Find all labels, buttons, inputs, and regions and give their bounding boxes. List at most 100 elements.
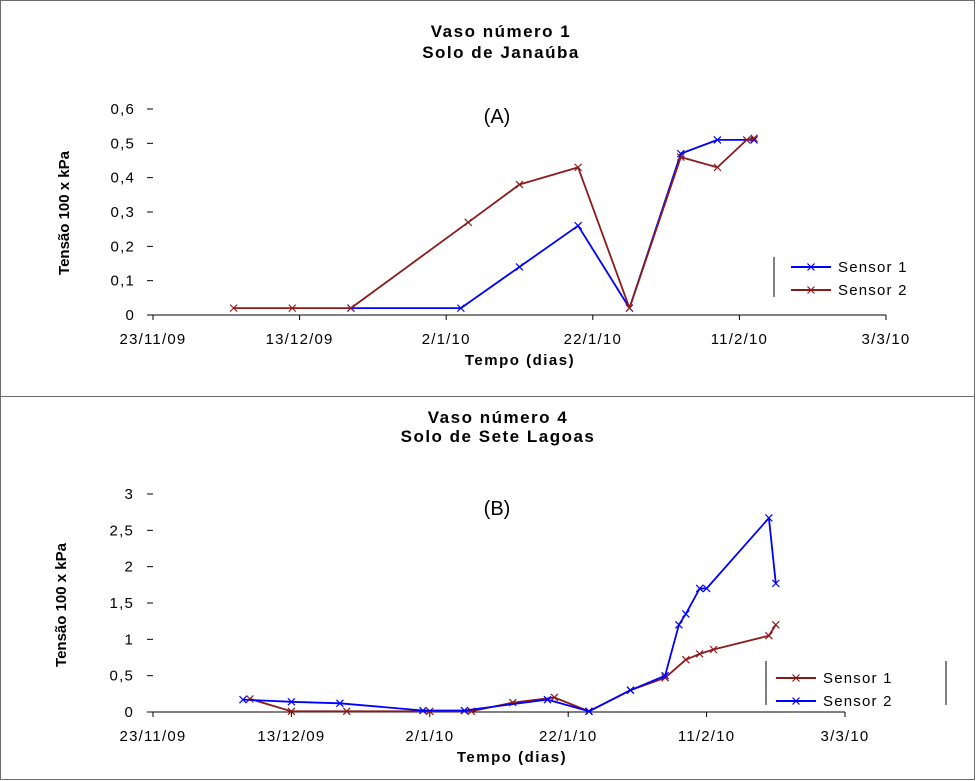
chart-b-legend-label: Sensor 2 <box>823 693 893 710</box>
chart-a-data-point <box>288 304 297 313</box>
chart-a-title: Vaso número 1 <box>431 22 571 41</box>
chart-b-data-point <box>239 695 247 704</box>
chart-b-data-point <box>626 686 635 695</box>
chart-b-data-point <box>335 699 344 708</box>
chart-a-data-point <box>625 304 634 313</box>
chart-b-panel-label: (B) <box>484 498 511 520</box>
chart-a-data-point <box>713 135 722 144</box>
chart-b-y-tick-label: 0,5 <box>110 668 134 685</box>
chart-b-y-tick-label: 2,5 <box>110 522 134 539</box>
chart-a-axes: 0 0,1 0,2 0,3 0,4 0,5 0,6 23/11/09 13/12/09 2/1/1… <box>111 101 911 348</box>
chart-a-series-1 <box>346 135 758 313</box>
chart-a-data-point <box>676 149 685 158</box>
chart-b-data-point <box>695 649 704 658</box>
chart-b-title: Vaso número 4 <box>428 408 568 427</box>
chart-a-series-line <box>233 137 755 310</box>
chart-b-data-point <box>585 707 593 716</box>
chart-a-data-point <box>515 263 524 271</box>
chart-b-x-tick-label: 3/3/10 <box>821 728 870 745</box>
chart-a-data-point <box>750 135 758 144</box>
chart-b: Vaso número 4 Solo de Sete Lagoas (B) Te… <box>53 408 947 766</box>
chart-b-data-point <box>543 695 552 704</box>
chart-b-xlabel: Tempo (dias) <box>457 749 567 766</box>
chart-b-series-line <box>242 517 777 713</box>
chart-b-data-point <box>287 707 296 716</box>
chart-a-data-point <box>456 304 465 313</box>
chart-b-series-1 <box>245 620 780 716</box>
chart-b-subtitle: Solo de Sete Lagoas <box>401 427 596 446</box>
chart-b-x-tick-label: 2/1/10 <box>405 728 454 745</box>
panel-b-frame: Vaso número 4 Solo de Sete Lagoas (B) Te… <box>0 396 975 780</box>
chart-a-legend: Sensor 1 Sensor 2 <box>773 257 908 299</box>
chart-a-legend-label: Sensor 1 <box>838 259 908 276</box>
chart-b-data-point <box>681 655 690 664</box>
chart-a-series-2 <box>229 134 758 313</box>
chart-b-x-tick-label: 23/11/09 <box>120 728 187 745</box>
chart-b-axes: 0 0,5 1 1,5 2 2,5 3 23/11/09 13/12/09 2/1/10 22/1/… <box>110 486 870 745</box>
chart-a-data-point <box>515 180 524 189</box>
chart-b-x-tick-label: 11/2/10 <box>678 728 735 745</box>
chart-a-data-point <box>574 163 583 172</box>
chart-b-legend-marker <box>792 697 800 705</box>
chart-a-x-tick-label: 23/11/09 <box>120 331 187 348</box>
chart-b-data-point <box>674 620 683 629</box>
chart-a-x-tick-label: 22/1/10 <box>564 331 622 348</box>
chart-b-data-point <box>287 697 296 706</box>
chart-a-data-point <box>713 163 722 172</box>
chart-a-data-point <box>750 134 758 143</box>
chart-b-data-point <box>550 693 559 702</box>
chart-a-ylabel: Tensão 100 x kPa <box>56 150 73 275</box>
chart-b-series-2 <box>239 514 780 716</box>
chart-b-data-point <box>418 706 427 715</box>
chart-b-y-tick-label: 2 <box>124 559 134 576</box>
chart-b-y-tick-label: 1 <box>124 631 134 648</box>
chart-b-data-point <box>460 706 469 715</box>
chart-a-x-tick-label: 13/12/09 <box>266 331 334 348</box>
chart-b-data-point <box>695 584 704 593</box>
chart-b-data-point <box>245 694 254 703</box>
chart-b-x-tick-label: 22/1/10 <box>539 728 597 745</box>
chart-a-data-point <box>346 304 355 313</box>
chart-b-y-tick-label: 3 <box>124 486 134 503</box>
chart-b-data-point <box>661 673 670 682</box>
chart-a-legend-marker <box>807 286 815 294</box>
chart-a-y-tick-label: 0,2 <box>111 238 135 255</box>
chart-a-x-tick-label: 11/2/10 <box>711 331 768 348</box>
panel-a-frame: Vaso número 1 Solo de Janaúba (A) Tensão… <box>0 0 975 397</box>
chart-b-legend-marker <box>792 674 800 682</box>
chart-a-data-point <box>464 218 473 227</box>
chart-b-ylabel: Tensão 100 x kPa <box>53 542 70 667</box>
chart-b-data-point <box>764 631 773 640</box>
chart-a-data-point <box>742 135 751 144</box>
chart-b-data-point <box>771 620 780 629</box>
chart-b-data-point <box>702 584 711 593</box>
chart-b-data-point <box>681 609 690 618</box>
chart-b-legend: Sensor 1 Sensor 2 <box>765 661 947 710</box>
chart-a-y-tick-label: 0,3 <box>111 204 135 221</box>
chart-a-data-point <box>574 221 583 230</box>
chart-b-data-point <box>709 645 718 654</box>
chart-a-x-tick-label: 3/3/10 <box>862 331 911 348</box>
chart-a-y-tick-label: 0 <box>125 307 135 324</box>
chart-b-legend-label: Sensor 1 <box>823 670 893 687</box>
chart-b-y-tick-label: 1,5 <box>110 595 134 612</box>
chart-a-panel-label: (A) <box>484 106 511 128</box>
chart-b-x-tick-label: 13/12/09 <box>257 728 325 745</box>
chart-a-y-tick-label: 0,4 <box>111 170 135 187</box>
chart-a-legend-marker <box>807 263 815 271</box>
chart-a-data-point <box>676 153 685 161</box>
chart-b-data-point <box>342 707 351 716</box>
chart-b-data-point <box>764 514 773 522</box>
chart-b-data-point <box>771 579 780 588</box>
chart-b-y-tick-label: 0 <box>124 704 134 721</box>
chart-a-legend-label: Sensor 2 <box>838 282 908 299</box>
chart-a-y-tick-label: 0,1 <box>111 273 135 290</box>
chart-b-series-line <box>249 624 777 713</box>
chart-a-x-tick-label: 2/1/10 <box>422 331 471 348</box>
chart-a-y-tick-label: 0,6 <box>111 101 135 118</box>
chart-a-series-line <box>350 138 755 310</box>
chart-a-xlabel: Tempo (dias) <box>465 352 575 369</box>
chart-a: Vaso número 1 Solo de Janaúba (A) Tensão… <box>56 22 911 369</box>
chart-a-y-tick-label: 0,5 <box>111 135 135 152</box>
chart-a-subtitle: Solo de Janaúba <box>422 43 580 62</box>
